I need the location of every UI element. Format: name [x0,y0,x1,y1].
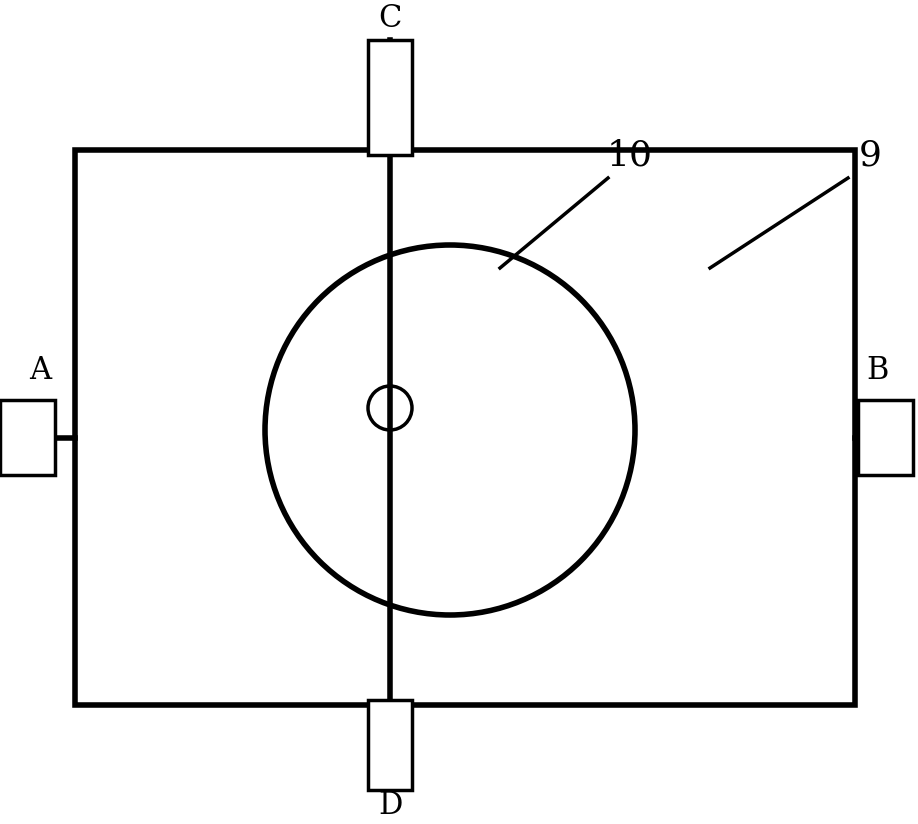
Text: B: B [867,354,890,386]
Bar [368,40,412,155]
Bar [75,150,855,705]
Text: C: C [378,2,402,34]
Bar [368,700,412,790]
Text: 10: 10 [607,138,653,172]
Bar [0,400,55,475]
Text: D: D [378,789,402,821]
Text: 9: 9 [858,138,881,172]
Text: A: A [29,354,51,386]
Bar [858,400,913,475]
